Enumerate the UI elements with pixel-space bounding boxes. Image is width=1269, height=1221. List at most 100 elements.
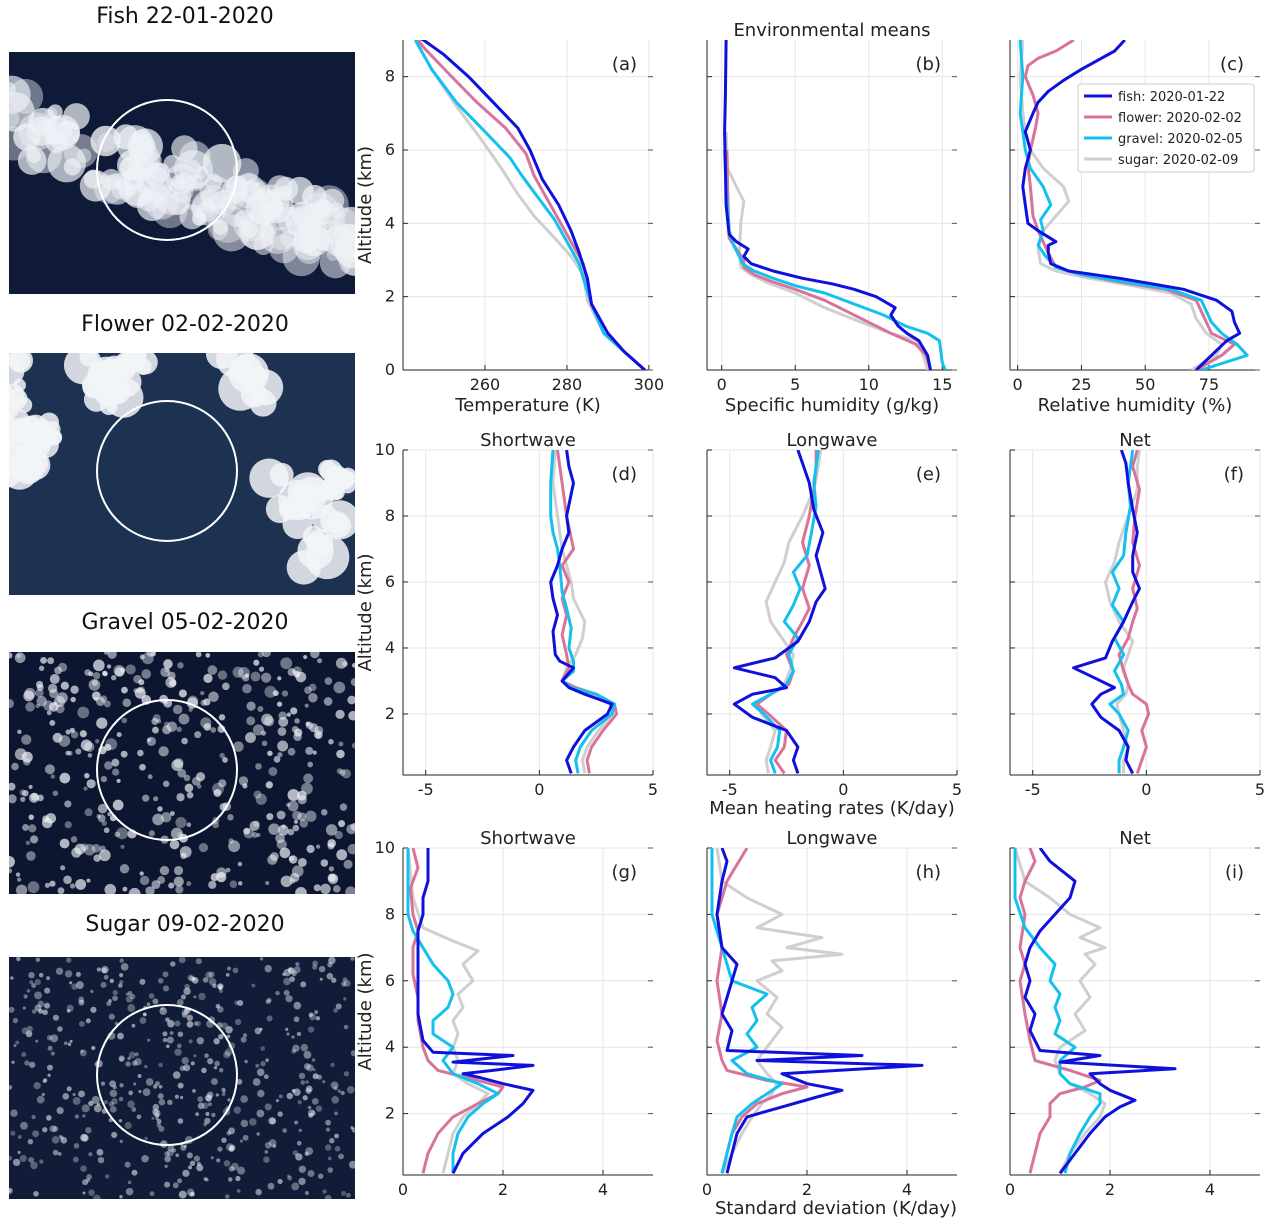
satellite-image-fish [9, 52, 355, 294]
panel-e [706, 449, 958, 776]
x-tick-label: 0 [717, 375, 727, 394]
panel-title: Shortwave [480, 828, 576, 849]
x-axis-label: Relative humidity (%) [1038, 395, 1233, 416]
legend [1077, 83, 1255, 173]
series-line-fish [416, 848, 535, 1174]
panel-a [402, 40, 653, 371]
series-line-sugar [724, 131, 930, 370]
sampling-circle [96, 1004, 238, 1146]
series-line-flower [556, 450, 619, 774]
x-tick-label: 0 [702, 1180, 712, 1199]
caption-gravel: Gravel 05-02-2020 [81, 610, 289, 635]
x-tick-label: 0 [534, 780, 544, 799]
panel-d [402, 449, 654, 776]
series-line-fish [549, 450, 614, 774]
panel-title: Net [1119, 430, 1151, 451]
y-tick-label: 10 [375, 440, 395, 459]
sampling-circle [96, 699, 238, 841]
series-line-flower [725, 149, 932, 370]
x-tick-label: -5 [1025, 780, 1041, 799]
panel-f [1009, 449, 1261, 776]
satellite-image-gravel [9, 652, 355, 894]
y-tick-label: 0 [385, 360, 395, 379]
panel-label: (b) [916, 54, 941, 75]
panel-label: (h) [916, 862, 941, 883]
y-axis-label: Altitude (km) [355, 146, 376, 264]
panel-label: (a) [612, 54, 637, 75]
x-tick-label: 25 [1071, 375, 1091, 394]
panel-b [706, 40, 957, 371]
x-tick-label: 50 [1135, 375, 1155, 394]
series-line-sugar [413, 40, 646, 370]
x-tick-label: 2 [802, 1180, 812, 1199]
x-tick-label: 0 [838, 780, 848, 799]
panel-g [402, 847, 653, 1176]
caption-flower: Flower 02-02-2020 [81, 312, 289, 337]
series-line-sugar [1013, 848, 1107, 1174]
row2-xlabel: Mean heating rates (K/day) [709, 798, 955, 819]
panel-i [1009, 847, 1260, 1176]
x-tick-label: 0 [1013, 375, 1023, 394]
y-tick-label: 4 [385, 638, 395, 657]
series-line-gravel [1013, 848, 1102, 1174]
series-line-fish [1021, 40, 1242, 370]
x-axis-label: Temperature (K) [454, 395, 601, 416]
x-tick-label: 280 [552, 375, 583, 394]
row3-xlabel: Standard deviation (K/day) [715, 1198, 957, 1219]
legend-entry-gravel: gravel: 2020-02-05 [1118, 132, 1243, 147]
panel-label: (d) [612, 464, 637, 485]
series-line-fish [715, 848, 924, 1174]
panel-label: (i) [1225, 862, 1244, 883]
y-tick-label: 10 [375, 838, 395, 857]
y-axis-label: Altitude (km) [355, 553, 376, 671]
series-line-flower [755, 450, 818, 775]
y-tick-label: 6 [385, 971, 395, 990]
x-tick-label: 4 [598, 1180, 608, 1199]
legend-box [1077, 83, 1255, 173]
y-tick-label: 6 [385, 140, 395, 159]
series-line-gravel [406, 848, 500, 1174]
y-tick-label: 4 [385, 1037, 395, 1056]
y-tick-label: 2 [385, 287, 395, 306]
y-tick-label: 8 [385, 506, 395, 525]
x-tick-label: 5 [1255, 780, 1265, 799]
series-line-gravel [1018, 40, 1249, 370]
y-tick-label: 2 [385, 1104, 395, 1123]
series-line-fish [732, 450, 827, 774]
panel-title: Shortwave [480, 430, 576, 451]
series-line-flower [715, 848, 809, 1174]
y-tick-label: 4 [385, 213, 395, 232]
x-tick-label: 300 [634, 375, 665, 394]
panel-label: (e) [916, 464, 941, 485]
x-tick-label: 75 [1199, 375, 1219, 394]
series-line-gravel [549, 450, 616, 774]
series-line-fish [723, 40, 932, 370]
x-tick-label: 5 [952, 780, 962, 799]
series-line-sugar [551, 450, 614, 774]
x-tick-label: 15 [932, 375, 952, 394]
series-line-gravel [413, 40, 646, 370]
x-axis-label: Specific humidity (g/kg) [725, 395, 939, 416]
y-axis-label: Altitude (km) [355, 952, 376, 1070]
series-line-flower [409, 848, 505, 1174]
series-line-flower [1018, 848, 1102, 1174]
series-line-gravel [710, 848, 784, 1174]
y-tick-label: 2 [385, 704, 395, 723]
sampling-circle [96, 400, 238, 542]
series-line-fish [419, 40, 646, 370]
y-tick-label: 6 [385, 572, 395, 591]
x-tick-label: 0 [1141, 780, 1151, 799]
series-line-sugar [406, 848, 490, 1174]
legend-entry-flower: flower: 2020-02-02 [1118, 111, 1242, 126]
panel-title: Net [1119, 828, 1151, 849]
x-tick-label: 4 [1205, 1180, 1215, 1199]
panel-label: (f) [1224, 464, 1244, 485]
x-tick-label: 0 [398, 1180, 408, 1199]
x-tick-label: 10 [859, 375, 879, 394]
panel-title: Longwave [786, 828, 877, 849]
x-tick-label: 2 [498, 1180, 508, 1199]
sampling-circle [96, 99, 238, 241]
series-line-flower [416, 40, 646, 370]
x-tick-label: 5 [648, 780, 658, 799]
